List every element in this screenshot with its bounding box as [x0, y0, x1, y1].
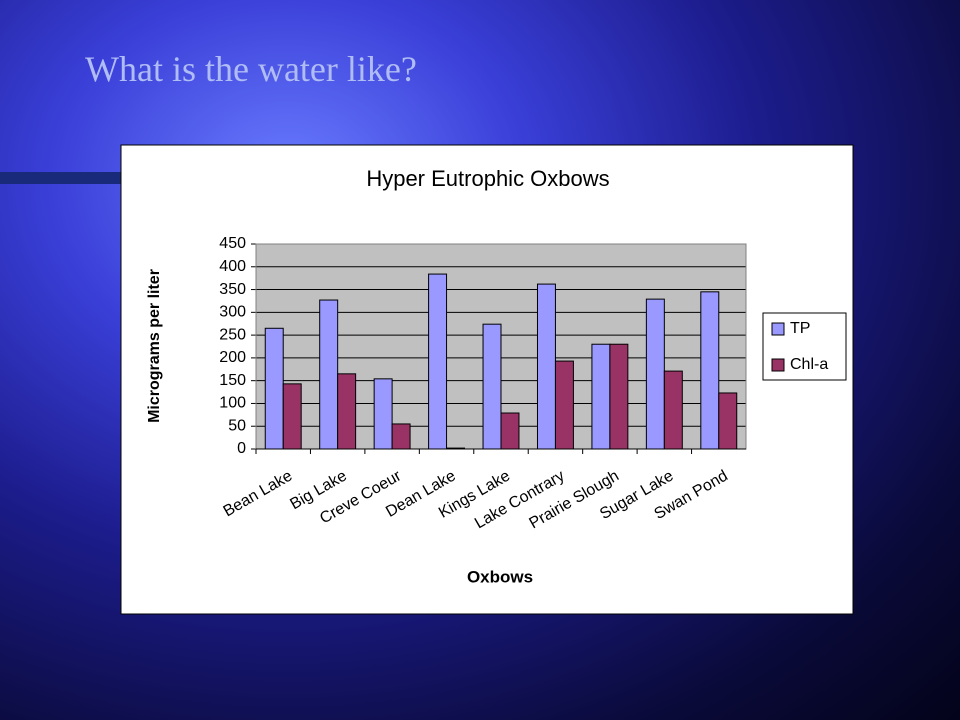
bar: [264, 327, 284, 450]
y-axis-title: Micrograms per liter: [146, 269, 163, 423]
bar: [337, 373, 357, 450]
bar: [591, 343, 611, 450]
y-tick-label: 200: [219, 349, 246, 366]
bar: [282, 383, 302, 450]
x-axis-title: Oxbows: [467, 567, 533, 586]
chart-title: Hyper Eutrophic Oxbows: [366, 166, 609, 191]
bar: [645, 298, 665, 450]
y-tick-label: 50: [228, 417, 246, 434]
bar: [554, 360, 574, 450]
bar: [663, 370, 683, 450]
decor-bar: [0, 172, 122, 184]
y-tick-label: 400: [219, 258, 246, 275]
legend-label: TP: [790, 320, 810, 337]
slide-title: What is the water like?: [85, 49, 417, 89]
y-tick-label: 250: [219, 326, 246, 343]
legend-label: Chl-a: [790, 356, 828, 373]
bar: [428, 273, 448, 450]
bar: [536, 283, 556, 450]
bar: [373, 378, 393, 450]
bar: [700, 291, 720, 450]
bar: [500, 412, 520, 450]
y-tick-label: 100: [219, 395, 246, 412]
legend-swatch: [771, 358, 785, 372]
bar: [482, 323, 502, 450]
bar: [391, 423, 411, 450]
y-tick-label: 150: [219, 372, 246, 389]
y-tick-label: 0: [237, 440, 246, 457]
bar: [609, 343, 629, 450]
y-tick-label: 300: [219, 304, 246, 321]
legend-swatch: [771, 322, 785, 336]
y-tick-label: 350: [219, 281, 246, 298]
bar: [718, 392, 738, 450]
bar: [319, 299, 339, 450]
y-tick-label: 450: [219, 235, 246, 252]
